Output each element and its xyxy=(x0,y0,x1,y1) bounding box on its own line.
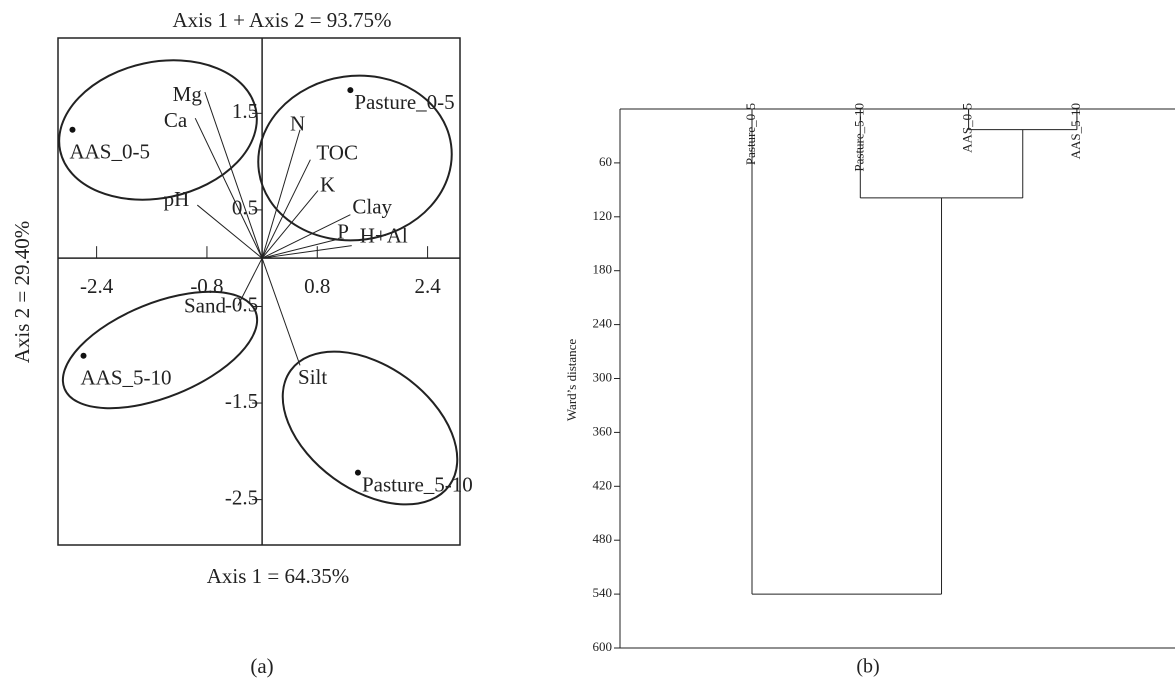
loading-label: N xyxy=(290,112,305,136)
group-ellipse xyxy=(58,59,258,201)
score-label: Pasture_0-5 xyxy=(354,90,454,114)
loading-vector xyxy=(261,214,351,259)
loading-vector xyxy=(204,91,263,259)
score-point xyxy=(347,87,354,94)
loading-vector xyxy=(261,239,336,259)
y-tick-label: -2.5 xyxy=(225,485,258,509)
score-point xyxy=(80,352,87,359)
loading-vector xyxy=(261,129,301,259)
leaf-label: Pasture_5-10 xyxy=(851,103,866,172)
y-tick-label: 480 xyxy=(593,531,613,546)
loading-label: Sand xyxy=(184,293,227,317)
loading-label: Clay xyxy=(352,195,392,219)
score-point xyxy=(354,469,361,476)
y-axis-label: Ward’s distance xyxy=(564,339,579,422)
y-tick-label: 540 xyxy=(593,585,613,600)
loading-vector xyxy=(261,190,319,259)
x-tick-label: -0.8 xyxy=(190,274,223,298)
loading-label: TOC xyxy=(316,140,358,164)
y-tick-label: 120 xyxy=(593,208,613,223)
loading-label: pH xyxy=(164,187,190,211)
caption: (b) xyxy=(856,656,879,678)
y-tick-label: -0.5 xyxy=(225,292,258,316)
loading-vector xyxy=(261,159,311,259)
panel-a: Axis 1 + Axis 2 = 93.75% Axis 1 = 64.35%… xyxy=(10,8,473,678)
group-ellipse xyxy=(257,74,453,242)
x-tick-label: 2.4 xyxy=(414,274,441,298)
loading-vector xyxy=(194,117,263,259)
score-label: AAS_0-5 xyxy=(69,140,150,164)
x-tick-label: 0.8 xyxy=(304,274,330,298)
y-tick-label: -1.5 xyxy=(225,389,258,413)
y-tick-label: 240 xyxy=(593,316,613,331)
chart-title: Axis 1 + Axis 2 = 93.75% xyxy=(172,8,391,32)
loading-label: Silt xyxy=(298,365,327,389)
loading-label: Ca xyxy=(164,108,188,132)
x-tick-label: -2.4 xyxy=(80,274,114,298)
loading-vector xyxy=(262,245,352,259)
y-tick-label: 60 xyxy=(599,154,612,169)
loading-label: K xyxy=(320,172,335,196)
y-tick-label: 420 xyxy=(593,477,613,492)
loading-vector xyxy=(196,204,263,259)
plot-frame xyxy=(57,37,461,546)
loading-vector xyxy=(237,257,263,306)
loading-label: P xyxy=(337,220,349,244)
leaf-label: Pasture_0-5 xyxy=(743,103,758,165)
x-axis-label: Axis 1 = 64.35% xyxy=(207,564,350,588)
y-tick-label: 360 xyxy=(593,423,613,438)
score-point xyxy=(69,126,76,133)
leaf-label: AAS_0-5 xyxy=(960,103,975,153)
panel-b: Ward’s distance (b) 60 120 180 240 300 360 420… xyxy=(564,103,1175,678)
y-axis-label: Axis 2 = 29.40% xyxy=(10,221,34,364)
group-ellipse xyxy=(61,290,259,410)
y-tick-label: 300 xyxy=(593,369,613,384)
y-tick-label: 180 xyxy=(593,262,613,277)
score-label: Pasture_5-10 xyxy=(362,472,473,496)
loading-label: H+Al xyxy=(360,223,408,247)
caption: (a) xyxy=(250,654,273,678)
loading-label: Mg xyxy=(173,82,203,106)
leaf-label: AAS_5-10 xyxy=(1068,103,1083,159)
y-tick-label: 600 xyxy=(593,639,613,654)
loading-vector xyxy=(261,258,301,366)
score-label: AAS_5-10 xyxy=(81,366,172,390)
y-tick-label: 1.5 xyxy=(232,99,258,123)
group-ellipse xyxy=(281,350,459,506)
